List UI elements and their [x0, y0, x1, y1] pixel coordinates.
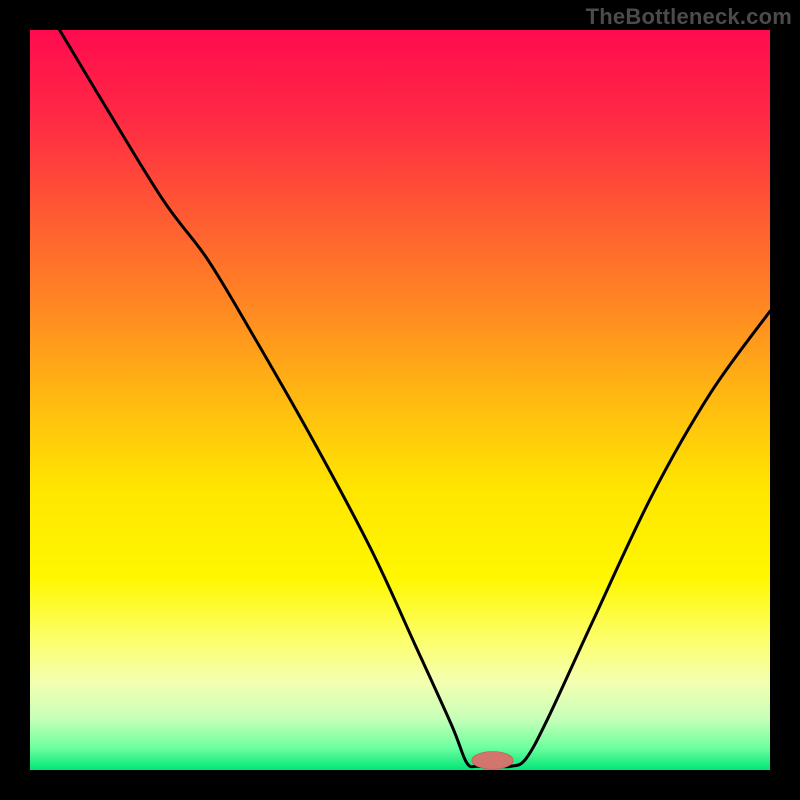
gradient-background [30, 30, 770, 770]
watermark-text: TheBottleneck.com [586, 4, 792, 30]
optimum-marker [472, 752, 513, 770]
bottleneck-chart: TheBottleneck.com [0, 0, 800, 800]
chart-svg [0, 0, 800, 800]
